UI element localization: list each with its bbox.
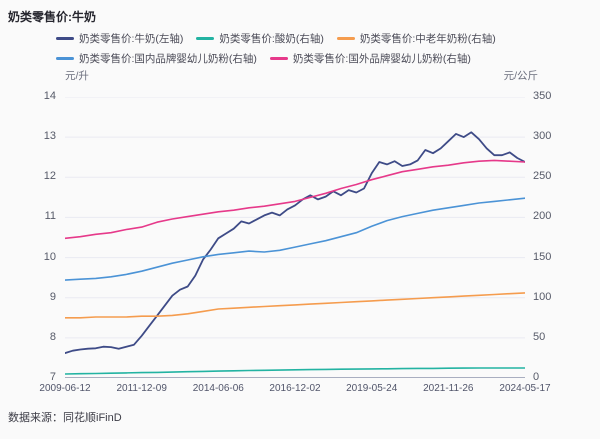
legend-row: 奶类零售价:国内品牌婴幼儿奶粉(右轴) 奶类零售价:国外品牌婴幼儿奶粉(右轴) <box>56 51 496 66</box>
series-line-middle-aged-milk-powder <box>65 292 525 319</box>
legend-swatch-foreign-infant-formula <box>269 57 288 60</box>
y-tick-left: 8 <box>49 330 56 343</box>
chart-canvas <box>65 97 525 378</box>
legend-swatch-yogurt <box>196 37 215 40</box>
legend-swatch-domestic-infant-formula <box>56 57 74 60</box>
left-axis-unit-label: 元/升 <box>65 70 89 82</box>
legend-label: 奶类零售价:牛奶(左轴) <box>79 33 184 45</box>
x-tick: 2024-05-17 <box>499 383 551 394</box>
x-tick: 2016-12-02 <box>269 383 321 394</box>
legend-item-middle-aged-milk-powder[interactable]: 奶类零售价:中老年奶粉(右轴) <box>336 31 496 46</box>
y-tick-left: 10 <box>43 250 56 263</box>
legend-label: 奶类零售价:国内品牌婴幼儿奶粉(右轴) <box>79 53 257 65</box>
y-tick-right: 250 <box>533 170 552 183</box>
y-tick-right: 350 <box>533 90 552 102</box>
x-tick: 2021-11-26 <box>423 383 474 394</box>
y-tick-right: 50 <box>533 330 546 343</box>
y-tick-right: 0 <box>533 371 540 383</box>
series-line-foreign-infant-formula <box>65 159 525 240</box>
y-tick-left: 9 <box>49 290 56 303</box>
legend-item-yogurt[interactable]: 奶类零售价:酸奶(右轴) <box>196 31 324 46</box>
legend-swatch-middle-aged-milk-powder <box>336 37 355 40</box>
legend-item-foreign-infant-formula[interactable]: 奶类零售价:国外品牌婴幼儿奶粉(右轴) <box>269 51 471 66</box>
y-tick-left: 7 <box>49 371 56 383</box>
x-tick: 2009-06-12 <box>39 383 91 394</box>
x-tick: 2019-05-24 <box>346 383 398 394</box>
legend: 奶类零售价:牛奶(左轴) 奶类零售价:酸奶(右轴) 奶类零售价:中老年奶粉(右轴) … <box>56 31 496 71</box>
y-tick-left: 14 <box>43 90 56 102</box>
legend-item-domestic-infant-formula[interactable]: 奶类零售价:国内品牌婴幼儿奶粉(右轴) <box>56 51 257 66</box>
series-line-milk <box>65 131 525 355</box>
y-tick-right: 200 <box>533 210 552 223</box>
y-tick-right: 100 <box>533 290 552 303</box>
x-tick: 2011-12-09 <box>116 383 167 394</box>
data-source: 数据来源：同花顺iFinD <box>8 412 122 424</box>
x-tick: 2014-06-06 <box>192 383 244 394</box>
y-tick-left: 11 <box>44 210 56 223</box>
legend-label: 奶类零售价:酸奶(右轴) <box>219 33 324 45</box>
right-axis-unit-label: 元/公斤 <box>503 70 538 82</box>
legend-row: 奶类零售价:牛奶(左轴) 奶类零售价:酸奶(右轴) 奶类零售价:中老年奶粉(右轴) <box>56 31 496 46</box>
series-line-domestic-infant-formula <box>65 197 525 281</box>
y-tick-left: 13 <box>43 130 56 143</box>
series-line-yogurt <box>65 367 525 375</box>
plot-area[interactable] <box>65 97 525 378</box>
chart-title: 奶类零售价:牛奶 <box>8 10 96 24</box>
legend-label: 奶类零售价:中老年奶粉(右轴) <box>359 33 496 45</box>
legend-swatch-milk <box>56 37 74 40</box>
y-tick-left: 12 <box>43 170 56 183</box>
legend-item-milk[interactable]: 奶类零售价:牛奶(左轴) <box>56 31 183 46</box>
legend-label: 奶类零售价:国外品牌婴幼儿奶粉(右轴) <box>292 53 471 65</box>
y-tick-right: 300 <box>533 130 552 143</box>
y-tick-right: 150 <box>533 250 552 263</box>
